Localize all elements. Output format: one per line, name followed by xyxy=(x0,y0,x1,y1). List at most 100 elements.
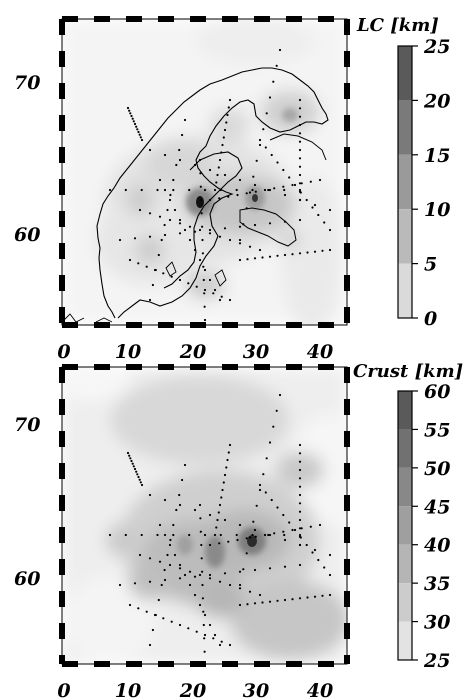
lc-station-dot xyxy=(215,181,218,184)
lc-station-dot xyxy=(193,248,197,252)
lc-station-dot xyxy=(227,106,230,109)
lc-station-dot xyxy=(158,215,162,218)
lc-frame-segment xyxy=(158,322,174,328)
crust-frame-segment xyxy=(344,463,350,479)
lc-station-dot xyxy=(328,208,332,212)
lc-frame-segment xyxy=(318,16,334,22)
crust-frame-segment xyxy=(59,527,65,543)
lc-station-dot xyxy=(203,305,206,308)
crust-station-dot xyxy=(238,583,242,587)
lc-colorbar-label: 20 xyxy=(423,90,450,112)
lc-station-dot xyxy=(261,256,264,259)
crust-station-dot xyxy=(198,603,202,607)
crust-station-dot xyxy=(198,503,202,507)
lc-station-dot xyxy=(163,223,166,227)
crust-station-dot xyxy=(157,598,160,602)
lc-station-dot xyxy=(278,48,282,52)
crust-colorbar-band xyxy=(398,583,412,622)
lc-station-dot xyxy=(288,176,291,179)
crust-station-dot xyxy=(129,457,132,460)
crust-map-frame xyxy=(59,364,350,667)
crust-station-dot xyxy=(283,598,287,602)
crust-station-dot xyxy=(208,577,212,580)
crust-station-dot xyxy=(188,570,192,573)
crust-station-dot xyxy=(193,593,197,597)
crust-lat-labels: 70 60 xyxy=(14,414,40,590)
lc-station-dot xyxy=(238,238,242,242)
crust-station-dot xyxy=(128,603,132,607)
crust-colorbar-label: 40 xyxy=(424,535,450,557)
crust-station-dot xyxy=(298,533,302,537)
crust-frame-segment xyxy=(94,661,110,667)
lc-station-dot xyxy=(298,115,302,118)
lc-station-dot xyxy=(135,125,138,128)
crust-station-dot xyxy=(306,596,309,599)
lc-colorbar: LC [km] 25 20 15 10 5 0 xyxy=(356,15,450,330)
lc-frame-segment xyxy=(59,211,65,227)
crust-station-dot xyxy=(163,568,166,572)
lc-frame-segment xyxy=(222,16,238,22)
lc-frame-segment xyxy=(344,307,350,323)
lc-frame-segment xyxy=(59,243,65,259)
lc-station-dot xyxy=(181,133,184,137)
crust-station-dot xyxy=(172,523,175,527)
crust-lon-tick-10: 10 xyxy=(115,680,141,700)
lc-frame-segment xyxy=(344,51,350,67)
crust-station-dot xyxy=(227,540,230,543)
lc-frame-segment xyxy=(158,16,174,22)
lc-station-dot xyxy=(238,258,242,262)
crust-station-dot xyxy=(199,517,202,520)
crust-frame-segment xyxy=(222,364,238,370)
lc-station-dot xyxy=(253,223,257,227)
lc-station-dot xyxy=(140,138,144,142)
lc-station-dot xyxy=(262,128,265,131)
crust-station-dot xyxy=(298,543,302,547)
crust-station-dot xyxy=(270,498,273,502)
crust-station-dot xyxy=(265,457,268,460)
crust-frame-segment xyxy=(286,364,302,370)
crust-station-dot xyxy=(311,551,314,554)
lc-station-dot xyxy=(238,178,242,182)
crust-station-dot xyxy=(255,504,258,507)
crust-station-dot xyxy=(268,441,272,444)
crust-station-dot xyxy=(124,533,127,537)
crust-station-dot xyxy=(132,465,135,468)
lc-station-dot xyxy=(273,187,276,190)
lc-station-dot xyxy=(160,238,163,242)
crust-station-dot xyxy=(148,493,152,497)
lc-frame-segment xyxy=(126,16,142,22)
crust-station-dot xyxy=(178,567,182,570)
lc-station-dot xyxy=(248,245,252,248)
crust-station-dot xyxy=(138,478,141,481)
lc-lon-tick-0: 0 xyxy=(57,341,70,363)
crust-station-dot xyxy=(220,640,223,643)
crust-station-dot xyxy=(298,477,302,480)
crust-station-dot xyxy=(323,566,326,569)
lc-station-dot xyxy=(228,98,232,102)
lc-frame-segment xyxy=(59,147,65,163)
lc-station-dot xyxy=(151,283,154,287)
crust-station-dot xyxy=(188,533,191,537)
lc-station-dot xyxy=(317,213,320,217)
lc-station-dot xyxy=(133,122,137,126)
lc-station-dot xyxy=(298,107,302,110)
crust-colorbar-band xyxy=(398,506,412,545)
crust-station-dot xyxy=(212,637,215,640)
crust-station-dot xyxy=(238,523,242,527)
crust-station-dot xyxy=(298,443,302,447)
lc-station-dot xyxy=(248,191,252,194)
lc-station-dot xyxy=(208,232,212,235)
lc-station-dot xyxy=(276,254,279,257)
lc-station-dot xyxy=(218,197,221,200)
crust-station-dot xyxy=(158,523,162,527)
crust-frame-segment xyxy=(59,655,65,664)
crust-station-dot xyxy=(298,527,302,530)
lc-station-dot xyxy=(276,161,279,164)
crust-lat-tick-60: 60 xyxy=(14,568,40,590)
crust-frame-segment xyxy=(59,495,65,511)
crust-station-dot xyxy=(305,543,308,547)
lc-station-dot xyxy=(298,132,302,135)
lc-station-dot xyxy=(183,228,187,232)
lc-station-dot xyxy=(268,96,272,99)
lc-station-dot xyxy=(201,252,204,255)
